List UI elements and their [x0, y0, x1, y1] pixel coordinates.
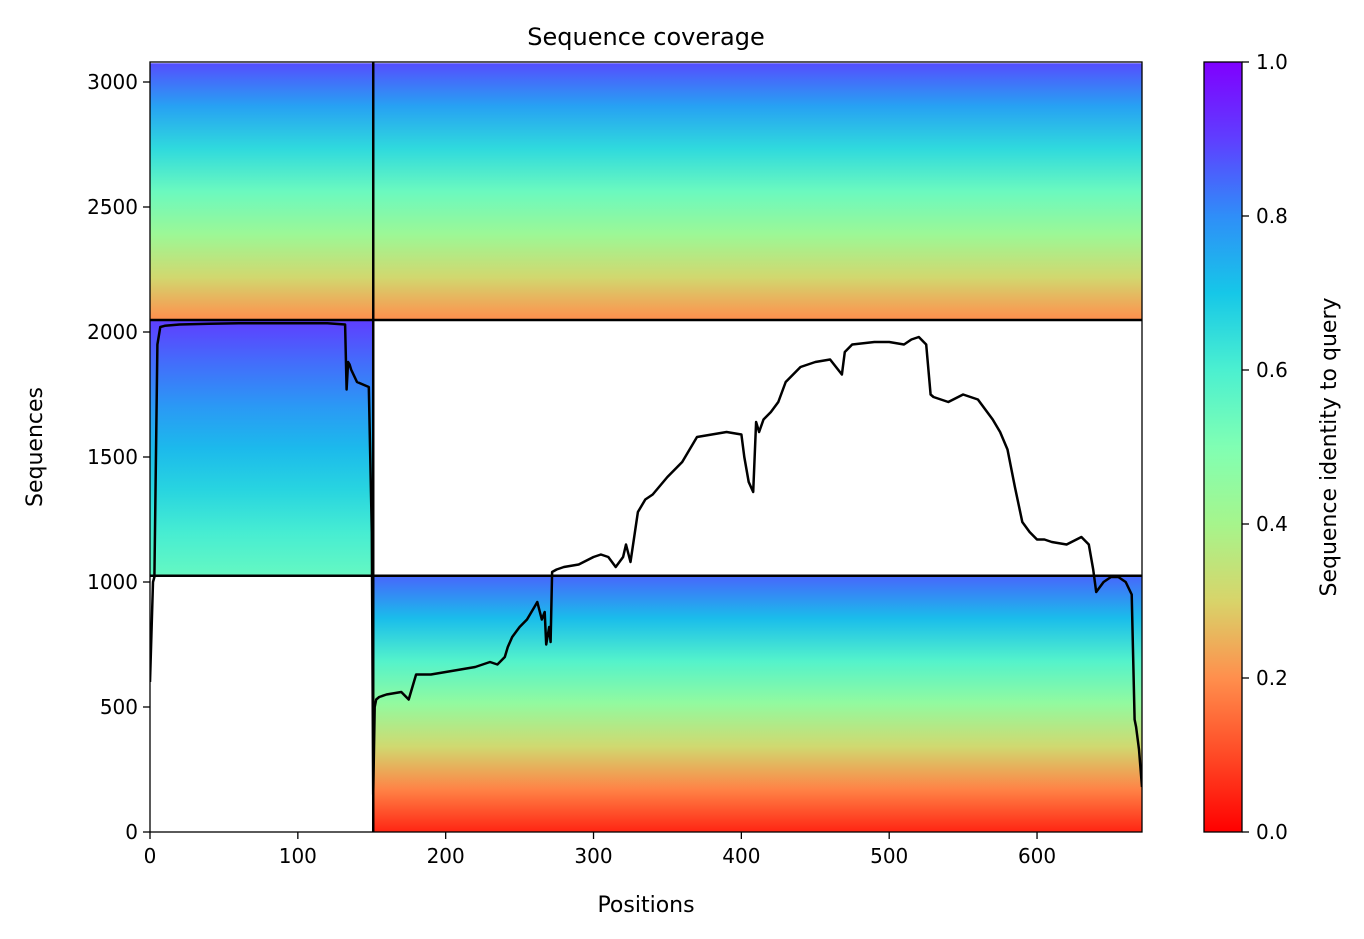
- x-tick-label: 500: [870, 844, 908, 868]
- y-tick-label: 1000: [87, 570, 138, 594]
- identity-block: [150, 63, 374, 320]
- y-tick-label: 2000: [87, 320, 138, 344]
- colorbar-tick-label: 0.8: [1256, 204, 1288, 228]
- identity-blocks: [150, 63, 1142, 832]
- plot-area: [150, 62, 1142, 832]
- chart-title: Sequence coverage: [527, 23, 764, 51]
- x-axis-label: Positions: [597, 893, 694, 918]
- y-axis-label: Sequences: [23, 387, 48, 507]
- x-tick-label: 400: [722, 844, 760, 868]
- x-tick-label: 300: [574, 844, 612, 868]
- plot-frame: [149, 61, 1143, 833]
- x-tick-label: 600: [1018, 844, 1056, 868]
- colorbar-ticks: 0.0 0.2 0.4 0.6 0.8 1.0: [1242, 50, 1288, 844]
- colorbar: [1203, 61, 1243, 833]
- colorbar-tick-label: 0.6: [1256, 358, 1288, 382]
- y-tick-label: 1500: [87, 445, 138, 469]
- y-axis-ticks: 0 500 1000 1500 2000 2500 3000: [87, 70, 150, 844]
- colorbar-tick-label: 0.2: [1256, 666, 1288, 690]
- x-tick-label: 200: [427, 844, 465, 868]
- y-tick-label: 500: [100, 695, 138, 719]
- coverage-line: [150, 322, 1142, 796]
- colorbar-tick-label: 1.0: [1256, 50, 1288, 74]
- x-tick-label: 0: [144, 844, 157, 868]
- y-tick-label: 0: [125, 820, 138, 844]
- colorbar-label: Sequence identity to query: [1317, 297, 1342, 596]
- identity-block: [373, 575, 1142, 832]
- x-axis-ticks: 0 100 200 300 400 500 600: [144, 832, 1056, 868]
- identity-block: [373, 63, 1142, 320]
- identity-block: [150, 320, 374, 576]
- colorbar-tick-label: 0.4: [1256, 512, 1288, 536]
- colorbar-tick-label: 0.0: [1256, 820, 1288, 844]
- y-tick-label: 2500: [87, 195, 138, 219]
- y-tick-label: 3000: [87, 70, 138, 94]
- x-tick-label: 100: [279, 844, 317, 868]
